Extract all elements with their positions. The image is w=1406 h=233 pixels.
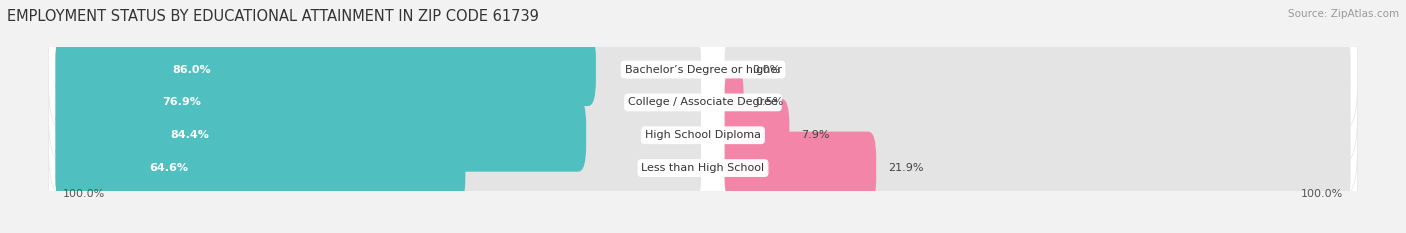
FancyBboxPatch shape [48,74,1358,197]
Text: College / Associate Degree: College / Associate Degree [628,97,778,107]
Text: Source: ZipAtlas.com: Source: ZipAtlas.com [1288,9,1399,19]
Text: 0.5%: 0.5% [755,97,783,107]
FancyBboxPatch shape [55,33,702,106]
Text: 76.9%: 76.9% [163,97,201,107]
FancyBboxPatch shape [48,8,1358,131]
FancyBboxPatch shape [724,132,876,205]
FancyBboxPatch shape [724,99,789,172]
Text: 86.0%: 86.0% [173,65,211,75]
FancyBboxPatch shape [55,132,465,205]
FancyBboxPatch shape [55,66,540,139]
Text: 21.9%: 21.9% [889,163,924,173]
FancyBboxPatch shape [55,66,702,139]
FancyBboxPatch shape [48,107,1358,230]
FancyBboxPatch shape [55,33,596,106]
FancyBboxPatch shape [55,132,702,205]
Text: 64.6%: 64.6% [149,163,188,173]
FancyBboxPatch shape [55,99,586,172]
Text: 84.4%: 84.4% [170,130,209,140]
Text: High School Diploma: High School Diploma [645,130,761,140]
FancyBboxPatch shape [724,33,1351,106]
FancyBboxPatch shape [48,41,1358,164]
Text: 7.9%: 7.9% [801,130,830,140]
FancyBboxPatch shape [724,66,1351,139]
FancyBboxPatch shape [724,132,1351,205]
FancyBboxPatch shape [724,66,744,139]
Text: Less than High School: Less than High School [641,163,765,173]
Text: EMPLOYMENT STATUS BY EDUCATIONAL ATTAINMENT IN ZIP CODE 61739: EMPLOYMENT STATUS BY EDUCATIONAL ATTAINM… [7,9,538,24]
FancyBboxPatch shape [724,99,1351,172]
Text: 100.0%: 100.0% [63,189,105,199]
FancyBboxPatch shape [55,99,702,172]
Text: 0.0%: 0.0% [752,65,780,75]
Text: 100.0%: 100.0% [1301,189,1343,199]
Text: Bachelor’s Degree or higher: Bachelor’s Degree or higher [624,65,782,75]
